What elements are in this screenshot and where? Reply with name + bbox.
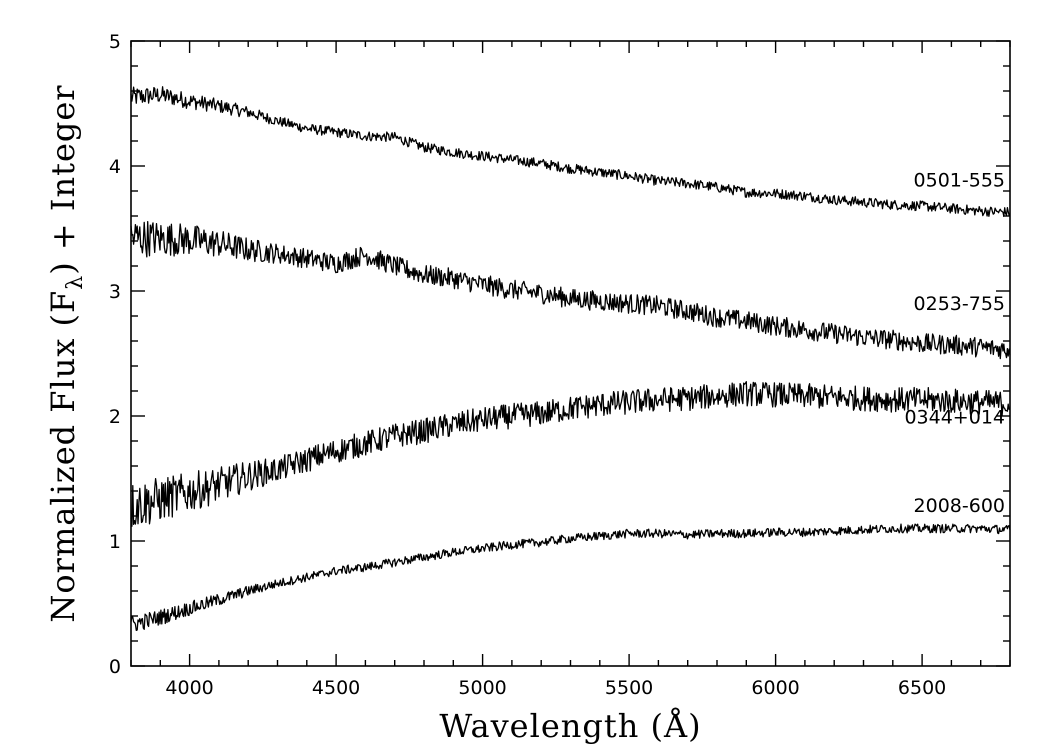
spectrum-0501-555	[130, 86, 1011, 217]
y-tick-label: 2	[109, 406, 121, 428]
spectrum-2008-600	[130, 523, 1011, 632]
y-axis-title-subscript: λ	[63, 275, 88, 290]
x-tick-label: 6500	[898, 677, 946, 699]
x-axis-title: Wavelength (Å)	[439, 707, 701, 745]
x-tick-label: 4000	[165, 677, 213, 699]
spectra-layer	[130, 86, 1011, 632]
ticks-layer	[130, 40, 1011, 667]
plot-frame	[130, 40, 1011, 667]
y-tick-label: 5	[109, 31, 121, 53]
y-tick-label: 1	[109, 531, 121, 553]
labels-layer: 4000 4500 5000 5500 6000 6500 0 1 2 3 4 5 0501-555 02…	[109, 31, 1005, 699]
y-tick-label: 0	[109, 656, 121, 678]
series-label: 0501-555	[914, 169, 1005, 191]
y-tick-label: 3	[109, 281, 121, 303]
y-axis-title-rest: ) + Integer	[44, 84, 82, 274]
spectrum-0253-755	[130, 221, 1011, 360]
x-tick-label: 6000	[751, 677, 799, 699]
y-tick-label: 4	[109, 156, 121, 178]
x-tick-label: 5000	[458, 677, 506, 699]
y-axis-title-main: Normalized Flux (F	[44, 290, 82, 623]
series-label: 0253-755	[914, 293, 1005, 315]
x-tick-label: 4500	[312, 677, 360, 699]
y-axis-title: Normalized Flux (Fλ) + Integer	[44, 84, 88, 622]
series-label: 0344+014	[904, 407, 1005, 429]
spectrum-0344+014	[130, 381, 1011, 527]
series-label: 2008-600	[914, 495, 1005, 517]
x-tick-label: 5500	[605, 677, 653, 699]
